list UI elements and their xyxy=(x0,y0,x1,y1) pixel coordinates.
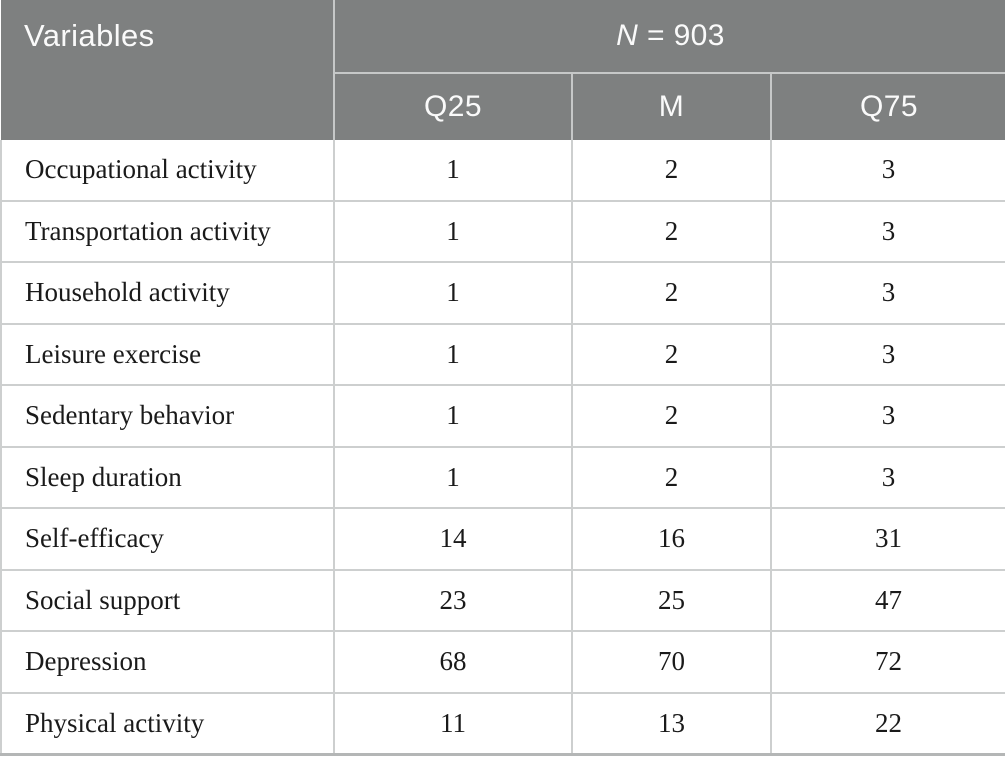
n-symbol: N xyxy=(616,19,639,52)
table-row: Transportation activity 1 2 3 xyxy=(0,199,1005,263)
column-header-q75: Q75 xyxy=(770,73,1005,140)
q75-value: 3 xyxy=(770,261,1005,325)
row-label: Transportation activity xyxy=(0,199,335,263)
row-label: Sleep duration xyxy=(0,445,335,509)
q25-value: 1 xyxy=(333,261,573,325)
column-header-variables: Variables xyxy=(1,0,335,140)
table-row: Household activity 1 2 3 xyxy=(0,261,1005,325)
row-label: Leisure exercise xyxy=(0,322,335,386)
column-header-median: M xyxy=(571,73,771,140)
q75-value: 72 xyxy=(770,630,1005,694)
row-label: Depression xyxy=(0,630,335,694)
row-label: Physical activity xyxy=(0,691,335,756)
median-value: 2 xyxy=(571,140,772,202)
column-header-sample-size: N = 903 xyxy=(333,0,1005,74)
median-value: 2 xyxy=(571,261,772,325)
table-row: Occupational activity 1 2 3 xyxy=(0,140,1005,202)
table-row: Self-efficacy 14 16 31 xyxy=(0,507,1005,571)
q25-value: 14 xyxy=(333,507,573,571)
row-label: Self-efficacy xyxy=(0,507,335,571)
median-value: 2 xyxy=(571,384,772,448)
table-row: Sleep duration 1 2 3 xyxy=(0,445,1005,509)
q75-value: 47 xyxy=(770,568,1005,632)
table-body: Occupational activity 1 2 3 Transportati… xyxy=(0,140,1005,756)
table-row: Social support 23 25 47 xyxy=(0,568,1005,632)
median-value: 2 xyxy=(571,199,772,263)
table-row: Leisure exercise 1 2 3 xyxy=(0,322,1005,386)
q75-value: 3 xyxy=(770,322,1005,386)
q75-value: 3 xyxy=(770,384,1005,448)
row-label: Household activity xyxy=(0,261,335,325)
row-label: Sedentary behavior xyxy=(0,384,335,448)
q25-value: 1 xyxy=(333,445,573,509)
q25-value: 1 xyxy=(333,199,573,263)
descriptive-statistics-table: Variables N = 903 Q25 M Q75 Occupational… xyxy=(0,0,1005,756)
table-row: Physical activity 11 13 22 xyxy=(0,691,1005,756)
q75-value: 31 xyxy=(770,507,1005,571)
median-value: 16 xyxy=(571,507,772,571)
q25-value: 1 xyxy=(333,140,573,202)
row-label: Occupational activity xyxy=(0,140,335,202)
median-value: 2 xyxy=(571,322,772,386)
n-equals-value: = 903 xyxy=(638,19,725,52)
q25-value: 1 xyxy=(333,384,573,448)
median-value: 2 xyxy=(571,445,772,509)
q25-value: 1 xyxy=(333,322,573,386)
row-label: Social support xyxy=(0,568,335,632)
table-header: Variables N = 903 Q25 M Q75 xyxy=(1,0,1005,140)
median-value: 70 xyxy=(571,630,772,694)
median-value: 25 xyxy=(571,568,772,632)
table-row: Depression 68 70 72 xyxy=(0,630,1005,694)
column-header-q25: Q25 xyxy=(334,73,572,140)
q25-value: 23 xyxy=(333,568,573,632)
q25-value: 68 xyxy=(333,630,573,694)
q75-value: 3 xyxy=(770,199,1005,263)
q75-value: 3 xyxy=(770,140,1005,202)
q75-value: 22 xyxy=(770,691,1005,756)
q75-value: 3 xyxy=(770,445,1005,509)
median-value: 13 xyxy=(571,691,772,756)
table-row: Sedentary behavior 1 2 3 xyxy=(0,384,1005,448)
q25-value: 11 xyxy=(333,691,573,756)
